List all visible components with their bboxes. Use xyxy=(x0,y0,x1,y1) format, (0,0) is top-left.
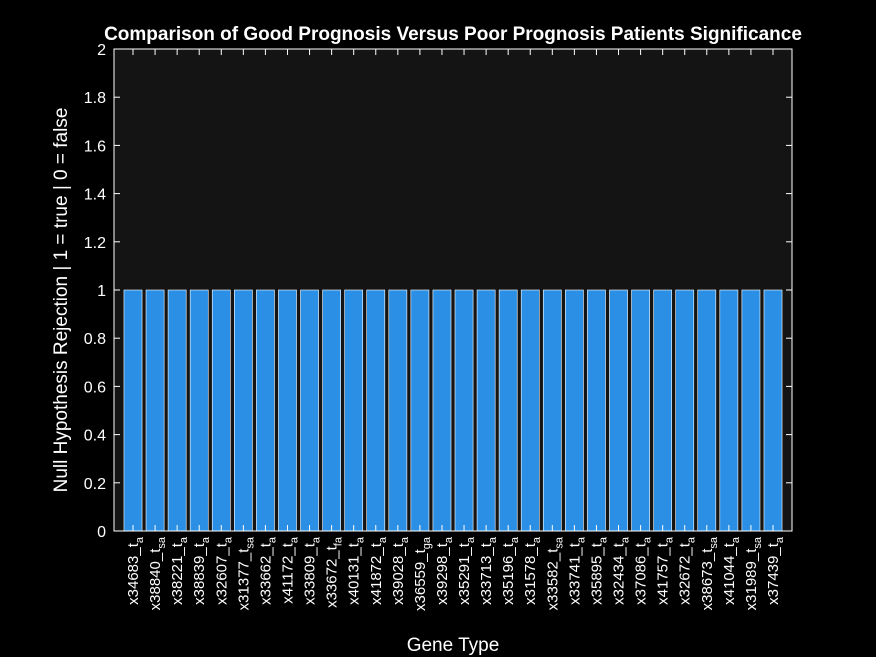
bar xyxy=(476,289,496,532)
bar xyxy=(234,289,253,532)
y-axis-ticks: 0 0.2 0.4 0.6 0.8 1 1.2 1.4 1.6 1.8 2 xyxy=(84,42,792,541)
bar xyxy=(565,289,584,532)
bar xyxy=(322,289,341,532)
y-tick-label: 0 xyxy=(97,524,106,541)
x-tick-label: x31989_tsa xyxy=(743,536,764,610)
bar xyxy=(697,289,717,532)
bar xyxy=(542,289,562,532)
x-tick-label: x32434_ta xyxy=(611,536,632,605)
x-axis-label: Gene Type xyxy=(407,635,500,656)
y-tick-label: 1.4 xyxy=(84,187,106,204)
x-tick-label: x39298_ta xyxy=(434,536,455,605)
bar-group xyxy=(123,289,783,532)
x-tick-label: x41757_ta xyxy=(655,536,676,605)
bar xyxy=(123,289,143,532)
x-tick-label: x32672_ta xyxy=(677,536,698,605)
bar xyxy=(763,289,783,532)
bar xyxy=(189,289,209,532)
y-tick-label: 1 xyxy=(97,283,106,300)
bar xyxy=(211,289,231,532)
bar xyxy=(498,289,518,532)
bar xyxy=(719,289,739,532)
bar xyxy=(454,289,474,532)
bar xyxy=(344,289,364,532)
bar xyxy=(167,289,187,532)
bar xyxy=(675,289,695,532)
x-tick-label: x41872_ta xyxy=(368,536,389,605)
bar xyxy=(609,289,628,532)
x-tick-label: x35291_ta xyxy=(456,536,477,605)
bar xyxy=(410,289,430,532)
y-tick-label: 2 xyxy=(97,42,106,59)
bar xyxy=(741,289,761,532)
x-tick-label: x35895_ta xyxy=(588,536,609,605)
x-tick-label: x37086_ta xyxy=(633,536,654,605)
x-axis-ticks: x34683_tax38840_tsax38221_tax38839_tax32… xyxy=(125,49,786,611)
y-axis-label: Null Hypothesis Rejection | 1 = true | 0… xyxy=(51,108,72,493)
y-tick-label: 1.2 xyxy=(84,235,106,252)
bar xyxy=(520,289,540,532)
x-tick-label: x41172_ta xyxy=(279,536,300,604)
bar xyxy=(631,289,650,532)
x-tick-label: x33672_tfa xyxy=(324,536,345,608)
x-tick-label: x38840_tsa xyxy=(147,536,168,610)
x-tick-label: x39028_ta xyxy=(390,536,411,605)
x-tick-label: x33741_ta xyxy=(566,536,587,605)
bar xyxy=(432,289,452,532)
bar xyxy=(587,289,606,532)
y-tick-label: 0.6 xyxy=(84,379,106,396)
bar xyxy=(300,289,319,532)
chart-title: Comparison of Good Prognosis Versus Poor… xyxy=(104,24,802,45)
x-tick-label: x40131_ta xyxy=(346,536,367,605)
bar xyxy=(653,289,673,532)
x-tick-label: x35196_ta xyxy=(500,536,521,605)
y-tick-label: 0.2 xyxy=(84,476,106,493)
plot-frame xyxy=(113,48,793,532)
bar xyxy=(256,289,275,532)
x-tick-label: x33809_ta xyxy=(302,536,323,605)
bar xyxy=(145,289,165,532)
x-tick-label: x34683_ta xyxy=(125,536,146,605)
x-tick-label: x38839_ta xyxy=(191,536,212,605)
x-tick-label: x31578_ta xyxy=(522,536,543,605)
y-tick-label: 0.8 xyxy=(84,331,106,348)
bar xyxy=(278,289,297,532)
y-tick-label: 1.8 xyxy=(84,90,106,107)
x-tick-label: x31377_tsa xyxy=(235,536,256,610)
x-tick-label: x37439_ta xyxy=(765,536,786,605)
x-tick-label: x41044_ta xyxy=(721,536,742,605)
x-tick-label: x33582_tsa xyxy=(544,536,565,610)
x-tick-label: x38673_tsa xyxy=(699,536,720,610)
x-tick-label: x32607_ta xyxy=(213,536,234,605)
bar xyxy=(366,289,386,532)
y-tick-label: 1.6 xyxy=(84,138,106,155)
bar xyxy=(388,289,408,532)
x-tick-label: x36559_tga xyxy=(412,536,433,611)
x-tick-label: x33713_ta xyxy=(478,536,499,605)
y-tick-label: 0.4 xyxy=(84,428,106,445)
x-tick-label: x38221_ta xyxy=(169,536,190,605)
x-tick-label: x33662_ta xyxy=(257,536,278,605)
